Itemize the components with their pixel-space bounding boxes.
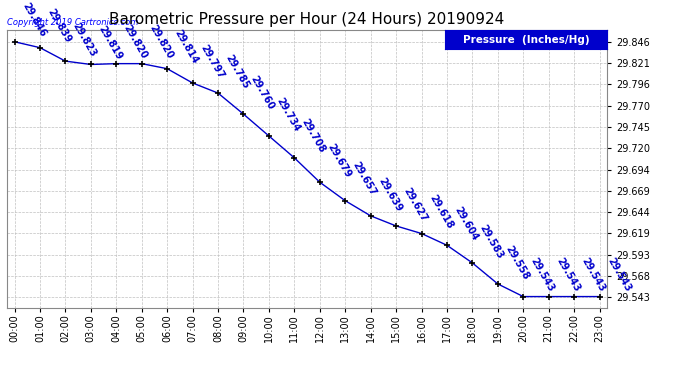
Text: 29.820: 29.820	[122, 23, 149, 61]
Text: 29.558: 29.558	[504, 244, 531, 281]
Text: 29.618: 29.618	[427, 193, 455, 231]
Text: 29.760: 29.760	[249, 74, 277, 111]
Text: 29.583: 29.583	[478, 223, 505, 260]
Text: 29.543: 29.543	[529, 256, 556, 294]
Text: 29.627: 29.627	[402, 186, 429, 223]
Text: 29.819: 29.819	[97, 24, 124, 62]
Text: 29.543: 29.543	[605, 256, 633, 294]
Text: 29.797: 29.797	[198, 43, 226, 80]
Text: 29.708: 29.708	[300, 117, 327, 155]
Text: 29.820: 29.820	[147, 23, 175, 61]
Text: 29.839: 29.839	[46, 7, 73, 45]
Text: 29.604: 29.604	[453, 205, 480, 243]
Text: 29.543: 29.543	[580, 256, 607, 294]
Text: 29.846: 29.846	[20, 2, 48, 39]
Text: 29.679: 29.679	[325, 142, 353, 179]
Text: Copyright 2019 Cartronics.com: Copyright 2019 Cartronics.com	[7, 18, 138, 27]
Text: 29.543: 29.543	[554, 256, 582, 294]
Text: 29.657: 29.657	[351, 160, 378, 198]
Text: 29.823: 29.823	[71, 21, 99, 58]
Text: 29.734: 29.734	[275, 96, 302, 133]
Text: 29.814: 29.814	[172, 28, 200, 66]
Text: 29.785: 29.785	[224, 53, 251, 90]
Text: 29.639: 29.639	[376, 176, 404, 213]
Title: Barometric Pressure per Hour (24 Hours) 20190924: Barometric Pressure per Hour (24 Hours) …	[110, 12, 504, 27]
